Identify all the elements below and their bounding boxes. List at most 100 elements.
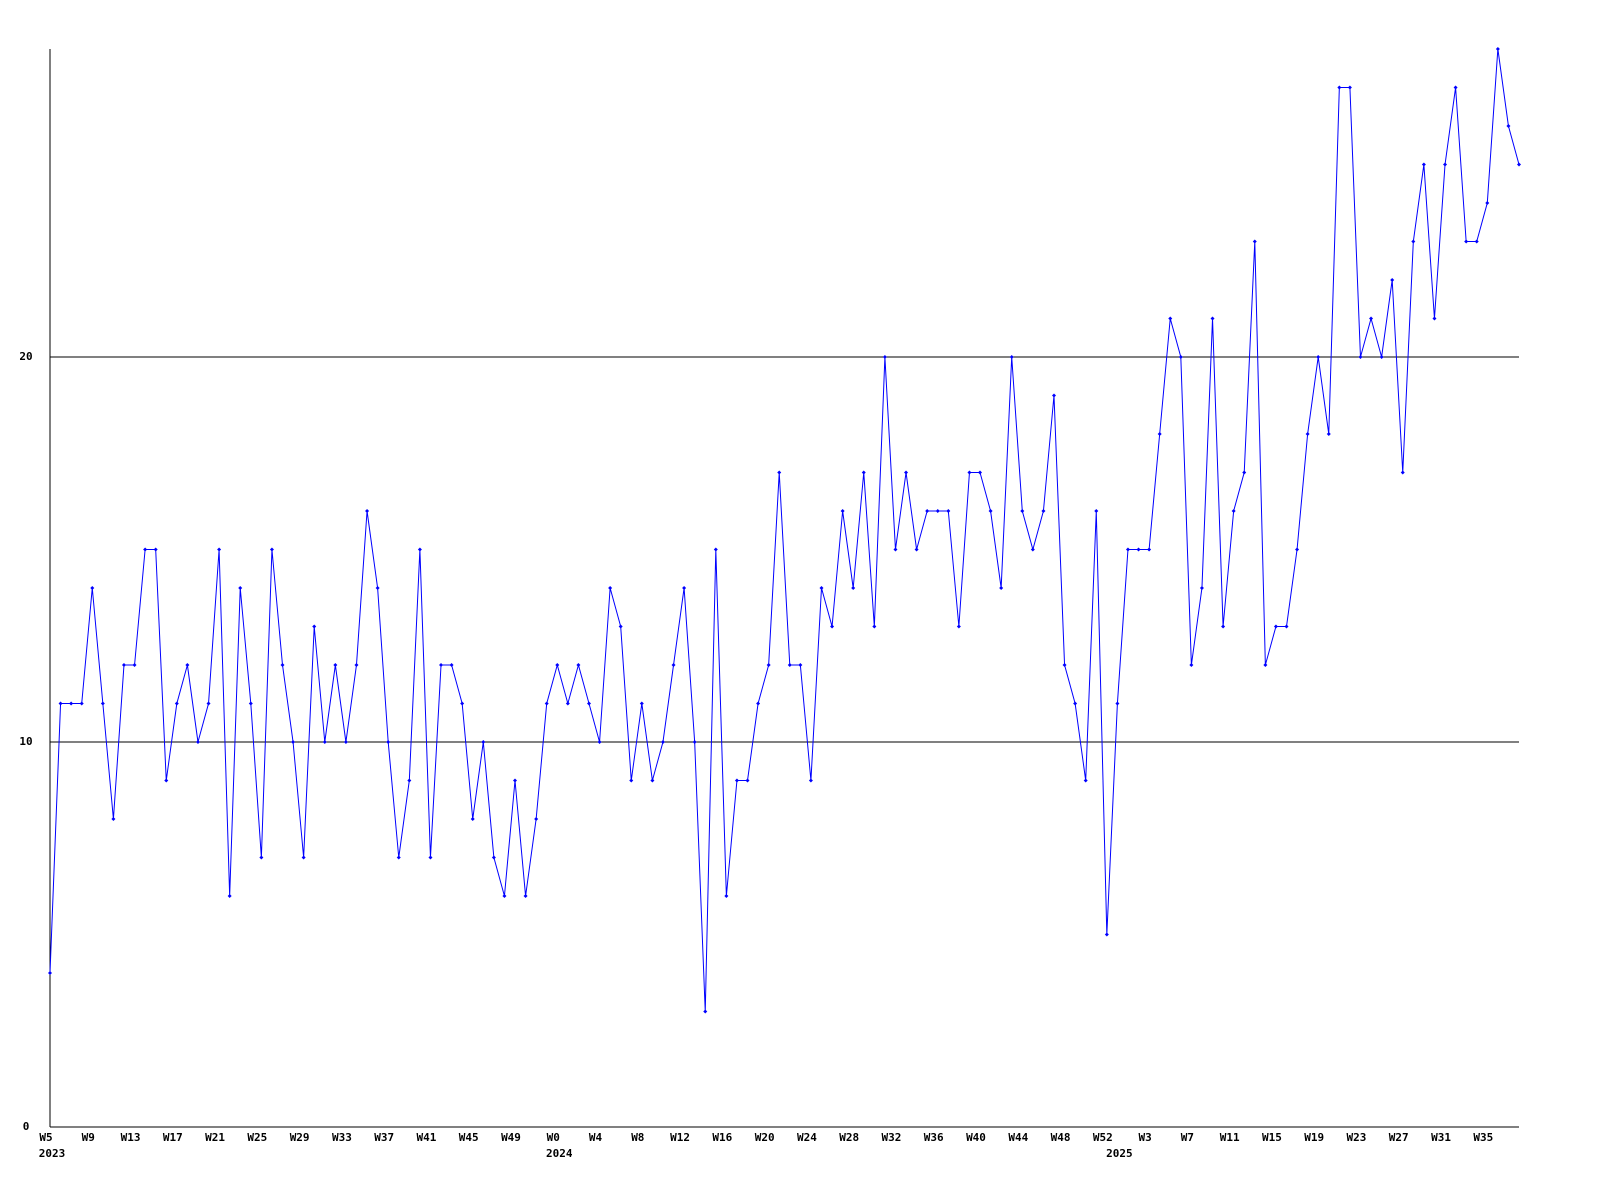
point-marker	[893, 547, 898, 552]
x-year-label: 2024	[546, 1147, 573, 1160]
point-marker	[100, 701, 105, 706]
point-marker	[312, 624, 317, 629]
point-marker	[555, 663, 560, 667]
point-marker	[248, 701, 253, 706]
point-marker	[1506, 124, 1511, 128]
point-marker	[1147, 547, 1152, 552]
point-marker	[956, 624, 961, 629]
point-marker	[999, 586, 1004, 590]
point-marker	[851, 586, 856, 590]
point-marker	[513, 778, 518, 783]
point-marker	[660, 740, 665, 744]
series-line	[49, 48, 1520, 1012]
point-marker	[1474, 239, 1479, 244]
x-tick-label: W36	[924, 1131, 944, 1144]
point-marker	[1411, 239, 1416, 244]
point-marker	[1094, 509, 1099, 513]
point-marker	[143, 547, 148, 552]
point-marker	[407, 778, 412, 783]
point-marker	[777, 470, 782, 475]
x-tick-label: W41	[417, 1131, 437, 1144]
point-marker	[132, 663, 137, 667]
point-marker	[428, 855, 433, 860]
x-tick-label: W5	[39, 1131, 52, 1144]
point-marker	[1009, 355, 1014, 359]
point-marker	[1485, 201, 1490, 205]
point-marker	[1464, 239, 1469, 244]
point-marker	[925, 509, 930, 513]
point-marker	[808, 778, 813, 783]
point-marker	[576, 663, 581, 667]
point-marker	[195, 740, 200, 744]
point-marker	[946, 509, 951, 513]
x-tick-label: W23	[1347, 1131, 1367, 1144]
point-marker	[1337, 85, 1342, 90]
point-marker	[111, 817, 116, 821]
point-marker	[713, 547, 718, 552]
point-marker	[121, 663, 126, 667]
point-marker	[79, 701, 84, 706]
x-year-label: 2023	[39, 1147, 66, 1160]
point-marker	[787, 663, 792, 667]
point-marker	[269, 547, 274, 552]
point-marker	[830, 624, 835, 629]
point-marker	[417, 547, 422, 552]
point-marker	[1210, 316, 1215, 321]
point-marker	[58, 701, 63, 706]
x-tick-label: W40	[966, 1131, 986, 1144]
point-marker	[1316, 355, 1321, 359]
point-marker	[291, 740, 296, 744]
point-marker	[1073, 701, 1078, 706]
point-marker	[1030, 547, 1035, 552]
point-marker	[1189, 663, 1194, 667]
y-tick-label: 10	[19, 735, 32, 748]
point-marker	[48, 971, 52, 975]
x-tick-label: W11	[1220, 1131, 1240, 1144]
point-marker	[1168, 316, 1173, 321]
point-marker	[650, 778, 655, 783]
point-marker	[481, 740, 486, 744]
point-marker	[280, 663, 285, 667]
x-year-label: 2025	[1106, 1147, 1133, 1160]
point-marker	[639, 701, 644, 706]
y-tick-label: 20	[19, 350, 32, 363]
point-marker	[164, 778, 169, 783]
x-tick-label: W33	[332, 1131, 352, 1144]
x-tick-label: W17	[163, 1131, 183, 1144]
x-tick-label: W24	[797, 1131, 817, 1144]
point-marker	[798, 663, 803, 667]
point-marker	[724, 894, 729, 898]
point-marker	[1390, 278, 1395, 282]
point-marker	[1242, 470, 1247, 475]
point-marker	[1136, 547, 1141, 552]
point-marker	[586, 701, 591, 706]
point-marker	[1347, 85, 1352, 90]
x-tick-label: W8	[631, 1131, 644, 1144]
x-tick-label: W52	[1093, 1131, 1113, 1144]
point-marker	[1400, 470, 1405, 475]
point-marker	[1062, 663, 1067, 667]
point-marker	[904, 470, 909, 475]
x-tick-label: W31	[1431, 1131, 1451, 1144]
point-marker	[470, 817, 475, 821]
x-tick-label: W45	[459, 1131, 479, 1144]
point-marker	[1443, 162, 1448, 167]
point-marker	[354, 663, 359, 667]
point-marker	[1326, 432, 1331, 436]
x-tick-label: W0	[547, 1131, 560, 1144]
point-marker	[861, 470, 866, 475]
point-marker	[1199, 586, 1204, 590]
x-tick-label: W29	[290, 1131, 310, 1144]
x-tick-label: W44	[1008, 1131, 1028, 1144]
point-marker	[682, 586, 687, 590]
point-marker	[259, 855, 264, 860]
point-marker	[375, 586, 380, 590]
point-marker	[629, 778, 634, 783]
point-marker	[1358, 355, 1363, 359]
point-marker	[491, 855, 496, 860]
point-marker	[597, 740, 602, 744]
point-marker	[1432, 316, 1437, 321]
point-marker	[1453, 85, 1458, 90]
point-marker	[618, 624, 623, 629]
point-marker	[365, 509, 370, 513]
